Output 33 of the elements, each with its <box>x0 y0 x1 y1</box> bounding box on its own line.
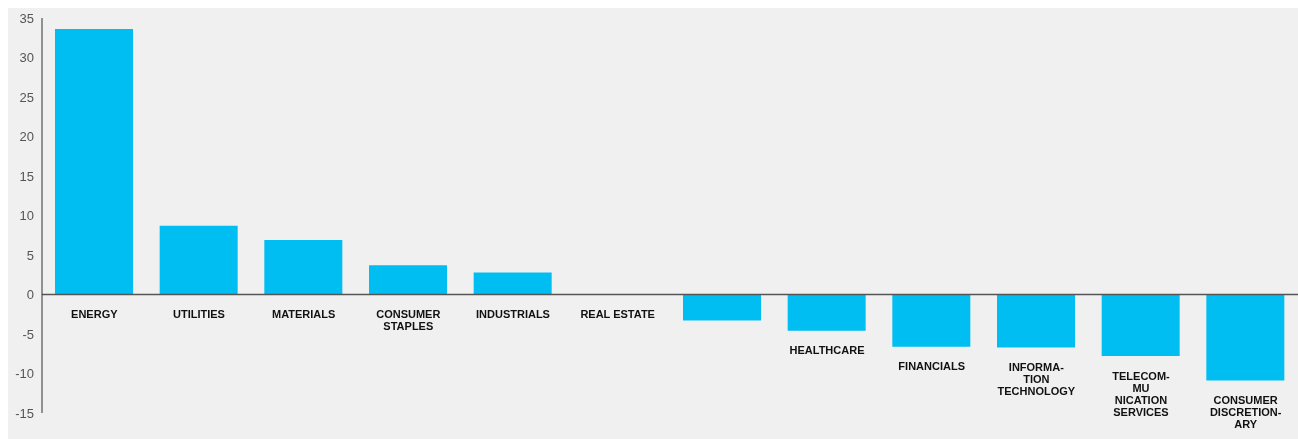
bar <box>55 29 133 295</box>
y-tick-label: 25 <box>19 89 34 105</box>
y-tick-label: -10 <box>15 366 34 382</box>
x-tick-label: HEALTHCARE <box>789 344 865 357</box>
x-tick-label: CONSUMER DISCRETION- ARY <box>1209 394 1282 431</box>
bar <box>264 239 343 295</box>
x-tick-label: ENERGY <box>71 307 119 320</box>
y-tick-label: 30 <box>19 50 34 66</box>
bar <box>787 294 866 331</box>
y-tick-label: 35 <box>19 10 34 26</box>
x-tick-label: MATERIALS <box>271 307 336 320</box>
bar <box>159 225 238 295</box>
bar <box>473 272 552 295</box>
y-tick-label: 15 <box>19 168 34 184</box>
y-tick-label: 20 <box>19 129 34 145</box>
x-tick-label: FINANCIALS <box>898 360 965 373</box>
y-tick-label: 5 <box>26 247 34 263</box>
y-tick-label: 0 <box>26 287 34 303</box>
bar <box>369 265 447 295</box>
y-tick-label: 10 <box>19 208 34 224</box>
x-tick-label: INFORMA- TION TECHNOLOGY <box>997 361 1076 398</box>
x-tick-label: INDUSTRIALS <box>476 307 550 320</box>
y-tick-label: -15 <box>15 405 34 421</box>
x-tick-label: CONSUMER STAPLES <box>376 307 441 332</box>
x-tick-label: REAL ESTATE <box>580 307 655 320</box>
bar <box>997 294 1075 348</box>
bar <box>683 294 761 321</box>
y-tick-label: -5 <box>22 326 34 342</box>
bar <box>1206 294 1285 381</box>
bar <box>1101 294 1180 357</box>
bar <box>892 294 971 347</box>
x-tick-label: TELECOM- MU NICATION SERVICES <box>1112 369 1171 418</box>
x-tick-label: UTILITIES <box>173 307 225 320</box>
